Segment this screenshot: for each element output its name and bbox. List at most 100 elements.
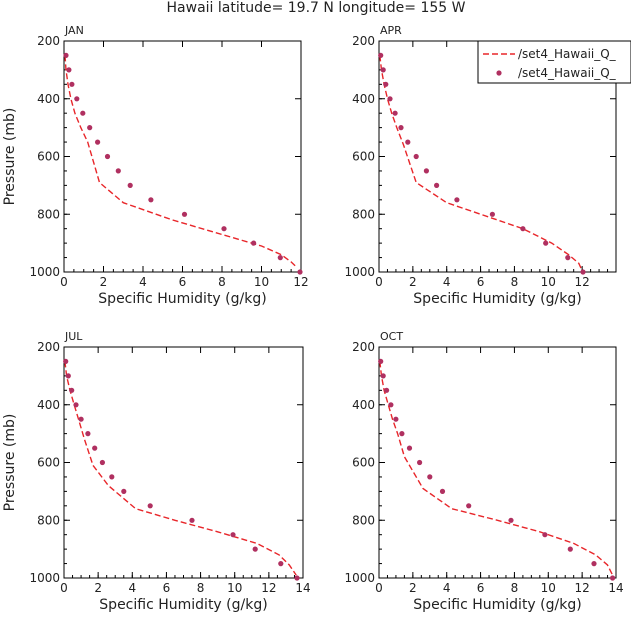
data-point	[85, 431, 91, 437]
x-tick-label: 8	[511, 581, 519, 595]
y-tick-label: 600	[37, 150, 60, 164]
data-point	[439, 488, 446, 494]
series-line	[64, 361, 297, 576]
y-tick-label: 600	[352, 150, 375, 164]
panel-title: JAN	[64, 24, 84, 37]
x-tick-label: 12	[575, 275, 590, 289]
x-tick-label: 6	[179, 275, 187, 289]
x-tick-label: 6	[477, 275, 485, 289]
data-point	[66, 67, 72, 73]
data-point	[127, 182, 133, 188]
data-point	[393, 416, 399, 422]
data-point	[542, 532, 548, 538]
y-tick-label: 1000	[29, 265, 60, 279]
data-point	[104, 153, 111, 160]
y-tick-label: 600	[352, 456, 375, 470]
data-point	[92, 445, 98, 451]
plot-frame	[63, 40, 302, 273]
data-point	[454, 197, 460, 203]
legend-label: /set4_Hawaii_Q_	[518, 66, 617, 80]
data-point	[383, 81, 389, 87]
x-tick-label: 0	[60, 581, 68, 595]
data-point	[221, 226, 227, 232]
data-point	[413, 153, 419, 160]
data-point	[591, 561, 597, 567]
y-tick-label: 1000	[29, 571, 60, 585]
data-point	[610, 575, 616, 581]
figure-title: Hawaii latitude= 19.7 N longitude= 155 W	[167, 0, 466, 16]
y-tick-label: 600	[37, 456, 60, 470]
data-point	[69, 81, 75, 87]
data-point	[384, 387, 390, 393]
x-tick-label: 10	[541, 275, 556, 289]
data-point	[147, 503, 153, 509]
data-point	[63, 52, 69, 59]
data-point	[399, 431, 405, 437]
panel-title: OCT	[380, 330, 403, 343]
data-point	[378, 358, 384, 364]
y-tick-label: 200	[352, 34, 375, 48]
data-point	[405, 139, 411, 145]
data-point	[252, 546, 258, 552]
x-tick-label: 10	[254, 275, 269, 289]
x-tick-label: 6	[477, 581, 485, 595]
x-tick-label: 10	[541, 581, 556, 595]
plot-frame	[378, 346, 617, 579]
x-tick-label: 0	[60, 275, 68, 289]
chart-panel-apr: APR 0 2 4 6 8 10 12 200 400 600 800 1000 Specific Hum…	[344, 24, 617, 307]
data-point	[109, 474, 115, 480]
data-point	[423, 168, 429, 174]
x-tick-label: 10	[227, 581, 242, 595]
y-tick-label: 400	[352, 92, 375, 106]
x-tick-label: 4	[443, 581, 451, 595]
x-tick-label: 8	[197, 581, 205, 595]
y-tick-label: 400	[352, 398, 375, 412]
data-point	[69, 387, 75, 393]
y-tick-label: 400	[37, 398, 60, 412]
data-point	[427, 474, 433, 480]
x-tick-label: 8	[218, 275, 226, 289]
data-point	[406, 445, 413, 451]
data-point	[297, 269, 303, 275]
data-point	[565, 255, 571, 261]
data-point	[580, 269, 586, 275]
data-point	[73, 402, 79, 408]
data-point	[567, 546, 573, 552]
data-point	[380, 67, 386, 73]
data-point	[78, 416, 84, 422]
data-point	[398, 125, 404, 131]
data-point	[87, 125, 93, 131]
data-point	[278, 561, 284, 567]
data-point	[387, 96, 393, 102]
legend-box	[477, 40, 631, 84]
data-point	[489, 211, 495, 217]
x-axis-title: Specific Humidity (g/kg)	[413, 597, 581, 613]
data-point	[417, 459, 423, 466]
y-tick-label: 200	[352, 340, 375, 354]
data-point	[508, 517, 514, 523]
y-tick-label: 800	[352, 207, 375, 221]
x-tick-label: 4	[443, 275, 451, 289]
x-tick-label: 12	[293, 275, 308, 289]
y-axis-title: Pressure (mb)	[2, 414, 18, 512]
y-tick-label: 800	[37, 513, 60, 527]
data-point	[121, 488, 127, 494]
panel-title: APR	[380, 24, 402, 37]
y-tick-label: 200	[37, 340, 60, 354]
y-tick-label: 800	[37, 207, 60, 221]
x-tick-label: 0	[375, 581, 383, 595]
x-axis-title: Specific Humidity (g/kg)	[99, 597, 267, 613]
data-point	[388, 402, 394, 408]
x-axis-title: Specific Humidity (g/kg)	[98, 291, 266, 307]
data-point	[74, 96, 80, 102]
x-tick-label: 8	[511, 275, 519, 289]
x-tick-label: 4	[139, 275, 147, 289]
y-tick-label: 1000	[344, 265, 375, 279]
x-tick-label: 2	[100, 275, 108, 289]
panel-title: JUL	[64, 330, 83, 343]
data-point	[148, 197, 154, 203]
legend-dot-swatch	[496, 70, 502, 76]
x-axis-title: Specific Humidity (g/kg)	[413, 291, 581, 307]
x-tick-label: 6	[163, 581, 171, 595]
